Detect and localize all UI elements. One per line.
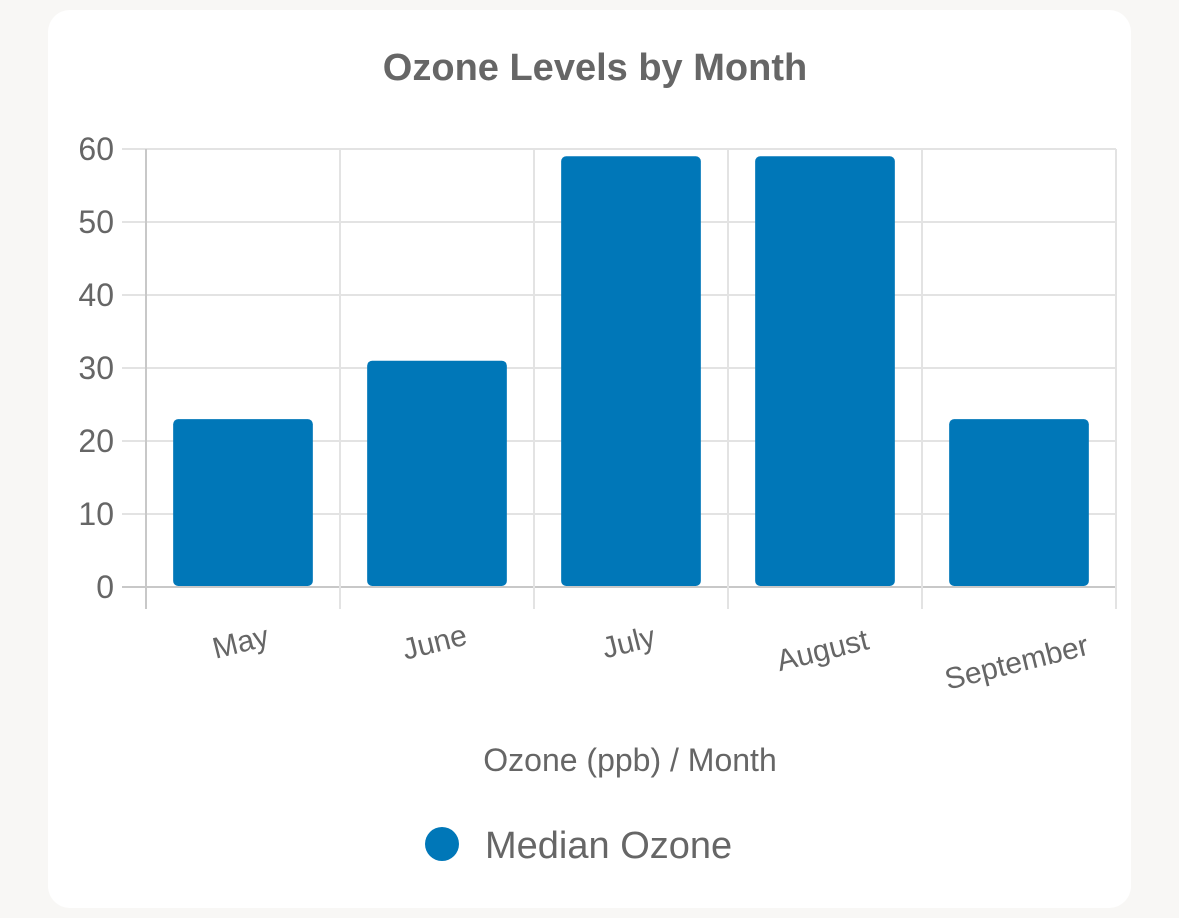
y-tick-label: 60: [78, 131, 114, 167]
x-axis-label: Ozone (ppb) / Month: [483, 742, 776, 778]
x-tick-label: August: [773, 623, 872, 678]
bar-july[interactable]: [561, 156, 701, 587]
x-tick-label: July: [599, 620, 659, 665]
y-tick-labels: 0 10 20 30 40 50 60: [78, 131, 114, 605]
x-tick-labels: May June July August September: [209, 619, 1092, 697]
y-tick-label: 40: [78, 277, 114, 313]
x-tick-label: September: [942, 629, 1092, 697]
x-tick-label: May: [209, 620, 272, 666]
y-tick-label: 10: [78, 496, 114, 532]
bar-september[interactable]: [949, 419, 1089, 586]
legend-swatch-median-ozone[interactable]: [425, 827, 459, 861]
y-tick-label: 20: [78, 423, 114, 459]
chart-title: Ozone Levels by Month: [383, 47, 807, 89]
bar-may[interactable]: [173, 419, 313, 586]
bar-august[interactable]: [755, 156, 895, 587]
x-tick-label: June: [399, 619, 470, 667]
y-tick-label: 50: [78, 204, 114, 240]
bars[interactable]: [173, 156, 1089, 587]
legend[interactable]: Median Ozone: [425, 825, 732, 867]
y-tick-label: 0: [96, 569, 114, 605]
bar-june[interactable]: [367, 360, 507, 586]
legend-label-median-ozone[interactable]: Median Ozone: [485, 825, 732, 867]
y-tick-label: 30: [78, 350, 114, 386]
